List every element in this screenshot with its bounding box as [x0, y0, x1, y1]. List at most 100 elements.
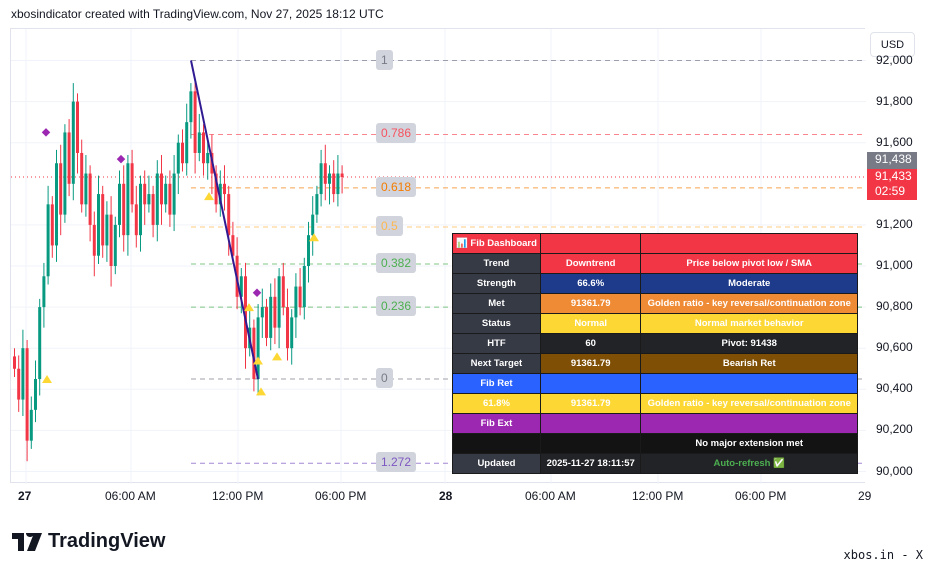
fib-level-label: 0.5: [376, 215, 403, 236]
dashboard-cell: 60: [539, 333, 642, 354]
candle-body: [134, 204, 138, 236]
dashboard-cell: 91361.79: [539, 293, 642, 314]
candle-body: [340, 173, 344, 178]
last-price-tag: 91,433 02:59: [867, 169, 917, 200]
candle-body: [34, 379, 37, 410]
dashboard-cell: [640, 413, 858, 434]
signal-triangle: [244, 303, 254, 312]
candle-body: [143, 183, 147, 205]
candle-body: [168, 183, 172, 215]
time-axis-label: 12:00 PM: [212, 489, 264, 503]
time-axis-label: 12:00 PM: [632, 489, 684, 503]
fib-level-label: 0.236: [376, 296, 417, 317]
candle-body: [302, 266, 306, 308]
dashboard-row: Next Target 91361.79 Bearish Ret: [452, 353, 858, 374]
dashboard-cell: Price below pivot low / SMA: [640, 253, 858, 274]
candle-body: [122, 183, 126, 236]
candle-body: [97, 194, 100, 256]
candle-body: [265, 307, 268, 338]
signal-triangle: [309, 233, 319, 242]
candle-body: [252, 327, 256, 380]
brand-name: TradingView: [48, 530, 166, 552]
dashboard-cell: [539, 233, 642, 254]
candle-body: [67, 132, 71, 184]
dashboard-row: Trend Downtrend Price below pivot low / SM…: [452, 253, 858, 274]
candle-body: [260, 307, 264, 318]
signal-triangle: [204, 192, 214, 201]
candle-body: [113, 224, 117, 266]
fib-level-label: 0: [376, 368, 393, 389]
candle-body: [25, 348, 29, 441]
candle-body: [277, 276, 281, 328]
tradingview-logo[interactable]: TradingView: [12, 530, 165, 553]
candle-body: [189, 91, 193, 123]
dashboard-cell: 91361.79: [539, 393, 642, 414]
tradingview-logo-icon: [12, 532, 42, 551]
candle-body: [109, 214, 113, 266]
price-axis-label: 90,600: [876, 340, 913, 355]
dashboard-cell: Auto-refresh ✅: [640, 453, 858, 474]
dashboard-cell: HTF: [452, 333, 541, 354]
candle-body: [319, 163, 323, 195]
dashboard-cell: Golden ratio - key reversal/continuation…: [640, 293, 858, 314]
dashboard-cell: Normal market behavior: [640, 313, 858, 334]
dashboard-cell: Fib Ret: [452, 373, 541, 394]
candle-body: [172, 173, 176, 215]
candle-body: [13, 356, 16, 369]
signal-triangle: [272, 352, 282, 361]
signal-triangle: [256, 387, 266, 396]
candle-body: [218, 183, 222, 205]
dashboard-cell: Moderate: [640, 273, 858, 294]
candle-body: [151, 194, 155, 225]
signal-diamond: [116, 154, 126, 164]
time-axis-label: 06:00 PM: [315, 489, 367, 503]
candle-body: [92, 224, 96, 256]
dashboard-cell: 📊 Fib Dashboard: [452, 233, 541, 254]
dashboard-row: Status Normal Normal market behavior: [452, 313, 858, 334]
dashboard-cell: 91361.79: [539, 353, 642, 374]
time-axis-label: 06:00 AM: [105, 489, 156, 503]
dashboard-cell: No major extension met: [640, 433, 858, 454]
bar-countdown: 02:59: [875, 184, 906, 198]
dashboard-cell: Trend: [452, 253, 541, 274]
dashboard-cell: Updated: [452, 453, 541, 474]
dashboard-row: Strength 66.6% Moderate: [452, 273, 858, 294]
candle-body: [101, 194, 105, 246]
candle-body: [332, 173, 336, 195]
price-axis-label: 91,200: [876, 216, 913, 231]
fib-dashboard-table: 📊 Fib Dashboard Trend Downtrend Price below…: [452, 233, 858, 474]
candle-body: [71, 101, 75, 184]
candle-body: [307, 235, 310, 266]
candle-body: [286, 307, 289, 349]
candle-body: [197, 132, 201, 153]
candle-body: [290, 317, 294, 349]
price-axis-label: 92,000: [876, 52, 913, 67]
price-axis-label: 91,600: [876, 134, 913, 149]
fib-level-label: 1: [376, 49, 393, 70]
candle-body: [46, 204, 50, 277]
candle-body: [76, 101, 79, 153]
candle-body: [55, 163, 58, 246]
candle-body: [214, 173, 218, 205]
dashboard-cell: [539, 413, 642, 434]
time-axis-label: 06:00 PM: [735, 489, 787, 503]
dashboard-cell: Strength: [452, 273, 541, 294]
price-axis-label: 90,000: [876, 463, 913, 478]
time-axis-label: 27: [18, 489, 32, 503]
candle-body: [105, 214, 109, 246]
price-axis-label: 90,200: [876, 422, 913, 437]
candle-body: [164, 183, 168, 205]
candle-body: [256, 317, 260, 380]
dashboard-row: HTF 60 Pivot: 91438: [452, 333, 858, 354]
candle-body: [315, 194, 319, 215]
dashboard-row: 61.8% 91361.79 Golden ratio - key reversal…: [452, 393, 858, 414]
candle-body: [130, 163, 134, 205]
candle-body: [155, 173, 159, 225]
dashboard-cell: 2025-11-27 18:11:57: [539, 453, 642, 474]
price-axis-label: 91,800: [876, 93, 913, 108]
currency-button[interactable]: USD: [870, 32, 915, 57]
dashboard-cell: Fib Ext: [452, 413, 541, 434]
dashboard-cell: Next Target: [452, 353, 541, 374]
candle-body: [29, 409, 33, 441]
dashboard-cell: Golden ratio - key reversal/continuation…: [640, 393, 858, 414]
